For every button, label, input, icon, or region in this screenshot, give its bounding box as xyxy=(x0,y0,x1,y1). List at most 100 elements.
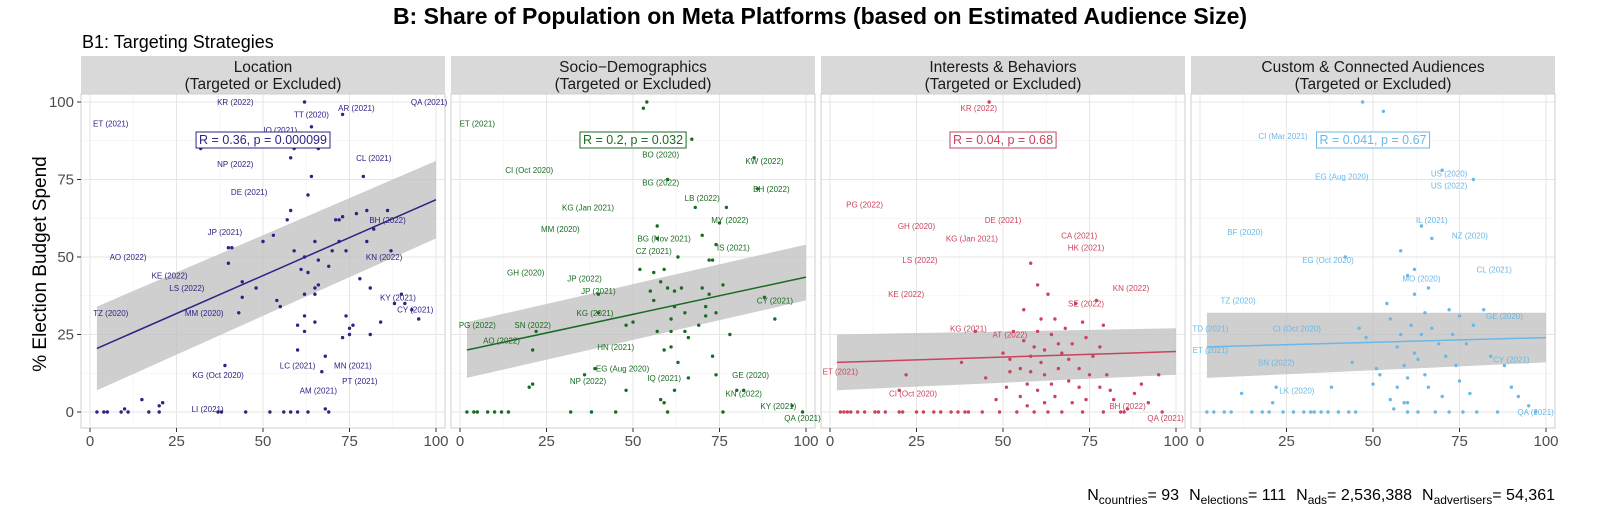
data-point xyxy=(1454,363,1458,368)
point-label: BO (2020) xyxy=(642,151,679,160)
confidence-band xyxy=(836,328,1176,391)
data-point xyxy=(1450,332,1455,337)
data-point xyxy=(1063,326,1067,330)
data-point xyxy=(1056,342,1061,346)
point-label: TT (2020) xyxy=(294,110,329,119)
data-point xyxy=(1291,410,1296,414)
data-point xyxy=(717,221,722,225)
data-point xyxy=(686,376,691,380)
data-point xyxy=(669,345,673,349)
point-label: JP (2022) xyxy=(567,275,602,284)
point-label: KY (2021) xyxy=(380,293,416,302)
panel-strip xyxy=(451,56,815,94)
x-tick-label: 50 xyxy=(995,433,1012,450)
data-point xyxy=(897,388,901,392)
data-point xyxy=(344,249,348,253)
data-point xyxy=(295,323,300,327)
data-point xyxy=(1239,391,1244,396)
data-point xyxy=(800,410,805,414)
data-point xyxy=(1105,373,1109,377)
data-point xyxy=(530,382,535,386)
data-point xyxy=(219,410,224,414)
data-point xyxy=(596,292,601,296)
data-point xyxy=(368,332,372,337)
data-point xyxy=(1392,407,1396,411)
point-label: CI (Oct 2020) xyxy=(1273,324,1321,333)
point-label: EG (Aug 2020) xyxy=(1315,172,1369,181)
data-point xyxy=(1139,382,1144,386)
point-label: CY (2021) xyxy=(757,296,794,305)
data-point xyxy=(700,286,704,290)
data-point xyxy=(351,323,355,327)
n-elections-value: = 111 xyxy=(1248,487,1286,504)
point-label: ET (2021) xyxy=(1193,346,1229,355)
point-label: KG (2021) xyxy=(950,324,987,333)
point-label: QA (2021) xyxy=(411,98,448,107)
point-label: PT (2021) xyxy=(342,377,378,386)
data-point xyxy=(140,397,144,402)
data-point xyxy=(399,292,404,296)
data-point xyxy=(105,410,110,414)
panel-strip xyxy=(821,56,1185,94)
n-ads-sub: ads xyxy=(1308,493,1327,507)
data-point xyxy=(1482,308,1486,312)
data-point xyxy=(655,224,659,228)
point-label: BH (2022) xyxy=(753,185,790,194)
point-label: TZ (2020) xyxy=(1220,296,1255,305)
data-point xyxy=(306,410,310,414)
data-point xyxy=(1028,354,1033,358)
data-point xyxy=(313,286,317,290)
panel-title-line: (Targeted or Excluded) xyxy=(185,76,342,93)
data-point xyxy=(645,100,649,104)
data-point xyxy=(1035,283,1040,287)
point-label: GH (2020) xyxy=(898,222,936,231)
data-point xyxy=(994,397,998,402)
data-point xyxy=(1416,410,1420,414)
point-label: CI (Mar 2021) xyxy=(1258,132,1308,141)
data-point xyxy=(313,320,317,324)
point-label: IL (2021) xyxy=(1416,216,1448,225)
data-point xyxy=(849,410,853,414)
data-point xyxy=(119,410,123,414)
data-point xyxy=(658,397,663,402)
data-point xyxy=(1402,363,1406,368)
x-tick-label: 0 xyxy=(456,433,464,450)
x-tick-label: 25 xyxy=(538,433,555,450)
data-point xyxy=(292,249,296,253)
x-tick-label: 75 xyxy=(341,433,358,450)
point-label: LK (2020) xyxy=(1279,386,1314,395)
data-point xyxy=(900,410,905,414)
data-point xyxy=(1042,401,1047,405)
point-label: KN (2022) xyxy=(366,253,403,262)
data-point xyxy=(306,270,310,275)
point-label: KR (2022) xyxy=(961,104,998,113)
figure-subtitle: B1: Targeting Strategies xyxy=(82,32,274,52)
x-tick-label: 0 xyxy=(86,433,94,450)
data-point xyxy=(1516,394,1521,399)
data-point xyxy=(288,410,293,414)
y-tick-label: 100 xyxy=(49,94,74,111)
data-point xyxy=(652,298,656,303)
data-point xyxy=(669,317,673,321)
data-point xyxy=(1101,410,1106,414)
data-point xyxy=(1011,329,1016,334)
data-point xyxy=(956,410,960,414)
data-point xyxy=(897,410,901,414)
data-point xyxy=(724,205,729,210)
point-label: SN (2022) xyxy=(1258,358,1295,367)
data-point xyxy=(949,410,953,414)
data-point xyxy=(1471,177,1476,182)
data-point xyxy=(1347,410,1351,414)
data-point xyxy=(302,329,307,334)
point-label: ET (2021) xyxy=(823,368,859,377)
data-point xyxy=(410,308,414,312)
data-point xyxy=(662,401,666,405)
point-label: CZ (2021) xyxy=(636,247,672,256)
data-point xyxy=(240,280,244,284)
data-point xyxy=(1028,370,1033,374)
data-point xyxy=(313,292,317,296)
data-point xyxy=(327,410,331,414)
data-point xyxy=(589,410,594,414)
x-tick-label: 75 xyxy=(711,433,728,450)
data-point xyxy=(1374,366,1379,371)
